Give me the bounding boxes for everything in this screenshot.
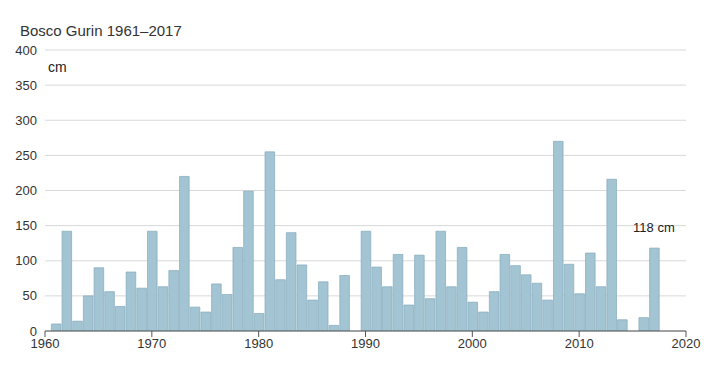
svg-text:1970: 1970: [137, 336, 166, 351]
svg-text:1960: 1960: [30, 336, 60, 352]
html-text:cm: cm: [48, 59, 67, 75]
svg-text:400: 400: [15, 43, 37, 58]
svg-text:300: 300: [15, 113, 37, 128]
svg-text:118 cm: 118 cm: [633, 220, 675, 235]
svg-text:0: 0: [30, 324, 37, 339]
svg-text:1980: 1980: [244, 336, 273, 351]
svg-text:150: 150: [15, 218, 37, 233]
svg-text:1990: 1990: [351, 336, 380, 351]
svg-text:2000: 2000: [458, 336, 487, 351]
svg-text:2010: 2010: [565, 336, 594, 351]
svg-text:350: 350: [15, 78, 37, 93]
svg-text:200: 200: [15, 183, 37, 198]
svg-text:250: 250: [15, 148, 37, 163]
svg-text:2020: 2020: [672, 336, 701, 351]
svg-text:50: 50: [23, 288, 37, 303]
svg-text:100: 100: [15, 253, 37, 268]
html-text:Bosco Gurin 1961–2017: Bosco Gurin 1961–2017: [20, 22, 182, 39]
